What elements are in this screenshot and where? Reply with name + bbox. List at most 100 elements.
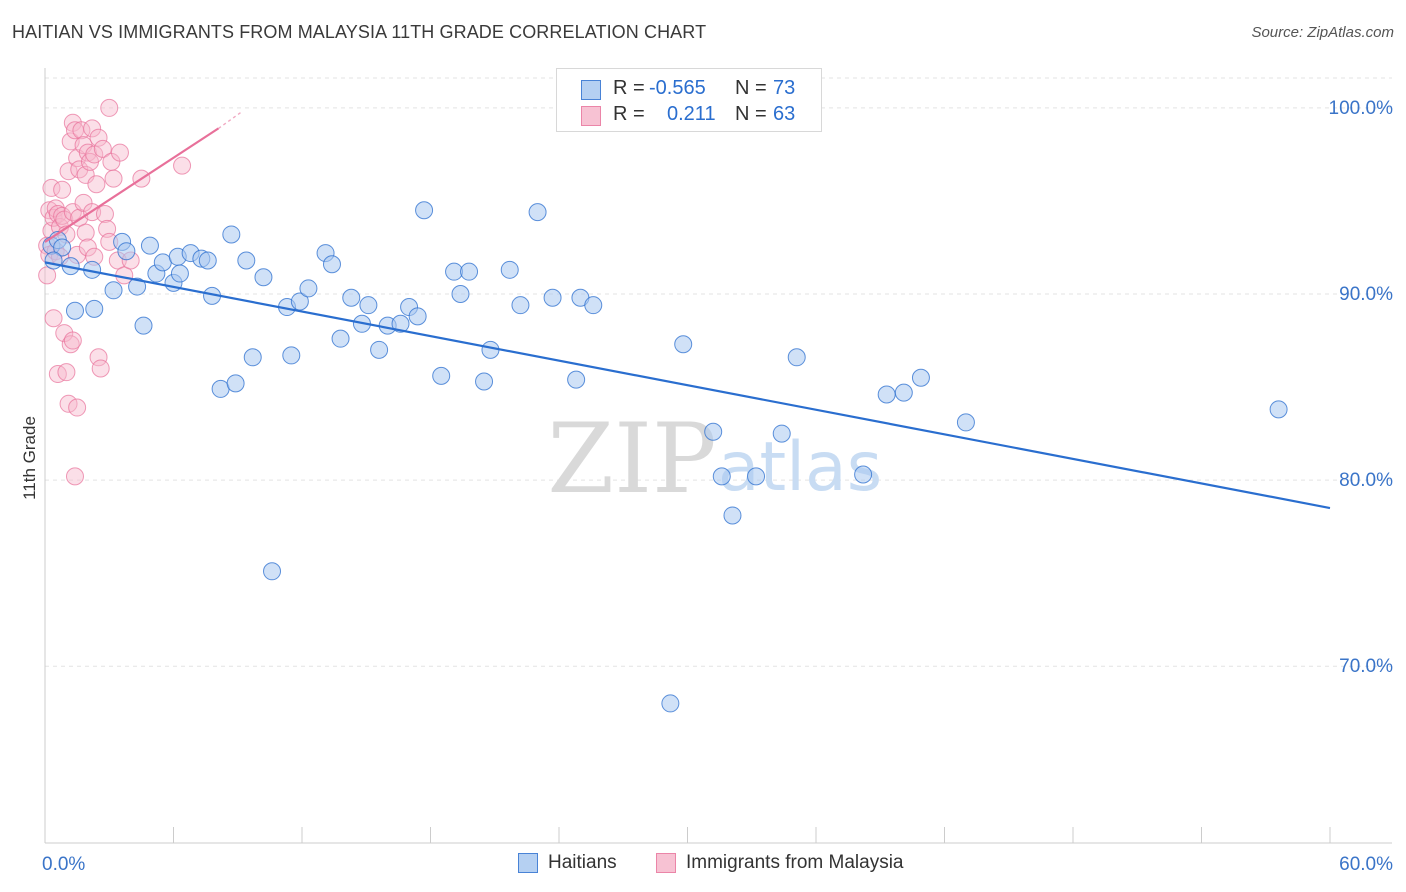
y-tick-label: 80.0% bbox=[1339, 470, 1393, 491]
haitian-point bbox=[712, 467, 731, 486]
haitian-point bbox=[44, 251, 63, 270]
haitian-point bbox=[237, 251, 256, 270]
y-tick-label: 90.0% bbox=[1339, 284, 1393, 305]
haitian-point bbox=[567, 370, 586, 389]
gridlines bbox=[45, 77, 1392, 667]
legend-r-value: -0.565 bbox=[649, 77, 706, 99]
haitian-point bbox=[65, 301, 84, 320]
legend-swatch-blue bbox=[581, 80, 601, 100]
haitian-point bbox=[528, 203, 547, 222]
haitian-point bbox=[370, 340, 389, 359]
legend-n-value: 63 bbox=[773, 103, 796, 125]
haitian-point bbox=[772, 424, 791, 443]
haitian-point bbox=[704, 422, 723, 441]
haitian-point bbox=[198, 251, 217, 270]
malaysia-point bbox=[76, 223, 95, 242]
haitian-point bbox=[475, 372, 494, 391]
malaysia-trend-extension bbox=[218, 111, 243, 129]
haitian-point bbox=[854, 465, 873, 484]
haitian-point bbox=[1269, 400, 1288, 419]
malaysia-point bbox=[78, 238, 97, 257]
y-tick-label: 100.0% bbox=[1329, 98, 1394, 119]
axes bbox=[44, 68, 1392, 844]
haitian-point bbox=[415, 201, 434, 220]
haitian-point bbox=[674, 335, 693, 354]
malaysia-point bbox=[85, 145, 104, 164]
haitians-label: Haitians bbox=[548, 852, 617, 873]
haitian-point bbox=[432, 366, 451, 385]
malaysia-trend-line bbox=[44, 127, 220, 243]
legend-n-value: 73 bbox=[773, 77, 796, 99]
malaysia-point bbox=[93, 139, 112, 158]
haitian-point bbox=[322, 255, 341, 274]
malaysia-point bbox=[83, 119, 102, 138]
malaysia-point bbox=[104, 169, 123, 188]
haitian-point bbox=[104, 281, 123, 300]
haitian-point bbox=[299, 279, 318, 298]
haitian-point bbox=[282, 346, 301, 365]
haitian-point bbox=[500, 260, 519, 279]
x-tick-label-min: 0.0% bbox=[42, 854, 85, 875]
haitians-swatch bbox=[518, 853, 538, 873]
trend-lines bbox=[44, 111, 1331, 510]
haitian-point bbox=[342, 288, 361, 307]
haitian-point bbox=[584, 296, 603, 315]
haitian-point bbox=[460, 262, 479, 281]
haitian-point bbox=[226, 374, 245, 393]
haitian-point bbox=[134, 316, 153, 335]
haitian-point bbox=[153, 253, 172, 272]
watermark-atlas: atlas bbox=[718, 428, 882, 507]
malaysia-point bbox=[68, 398, 87, 417]
legend-r-label: R = bbox=[613, 103, 645, 125]
haitian-point bbox=[911, 368, 930, 387]
haitian-point bbox=[243, 348, 262, 367]
malaysia-point bbox=[59, 394, 78, 413]
x-tick-label-max: 60.0% bbox=[1339, 854, 1393, 875]
malaysia-point bbox=[98, 219, 117, 238]
tick-labels: 70.0% 80.0% 90.0% 100.0% 0.0% 60.0% bbox=[42, 98, 1393, 875]
haitian-point bbox=[117, 242, 136, 261]
haitian-trend-line bbox=[44, 261, 1331, 510]
y-axis-label: 11th Grade bbox=[20, 416, 39, 500]
legend-n-label: N = bbox=[735, 77, 767, 99]
haitian-point bbox=[331, 329, 350, 348]
legend-r-label: R = bbox=[613, 77, 645, 99]
malaysia-point bbox=[57, 363, 76, 382]
malaysia-point bbox=[53, 180, 72, 199]
haitian-point bbox=[894, 383, 913, 402]
haitian-point bbox=[391, 314, 410, 333]
haitian-point bbox=[85, 299, 104, 318]
malaysia-point bbox=[95, 204, 114, 223]
haitian-point bbox=[254, 268, 273, 287]
malaysia-points bbox=[38, 98, 192, 486]
legend-r-value: 0.211 bbox=[667, 103, 716, 125]
haitian-point bbox=[290, 292, 309, 311]
watermark-zip: ZIP bbox=[547, 403, 716, 515]
haitian-point bbox=[128, 277, 147, 296]
haitian-point bbox=[170, 264, 189, 283]
haitian-point bbox=[877, 385, 896, 404]
haitian-point bbox=[511, 296, 530, 315]
legend-n-label: N = bbox=[735, 103, 767, 125]
haitian-point bbox=[543, 288, 562, 307]
malaysia-point bbox=[173, 156, 192, 175]
haitian-points bbox=[42, 201, 1288, 713]
haitian-point bbox=[359, 296, 378, 315]
haitian-point bbox=[723, 506, 742, 525]
malaysia-point bbox=[87, 175, 106, 194]
malaysia-point bbox=[91, 359, 110, 378]
haitian-point bbox=[222, 225, 241, 244]
haitian-point bbox=[956, 413, 975, 432]
malaysia-swatch bbox=[656, 853, 676, 873]
haitian-point bbox=[140, 236, 159, 255]
legend-swatch-pink bbox=[581, 106, 601, 126]
source-label: Source: ZipAtlas.com bbox=[1251, 24, 1394, 41]
chart-title: HAITIAN VS IMMIGRANTS FROM MALAYSIA 11TH… bbox=[12, 22, 707, 42]
haitian-point bbox=[451, 285, 470, 304]
malaysia-point bbox=[110, 143, 129, 162]
malaysia-point bbox=[89, 128, 108, 147]
malaysia-label: Immigrants from Malaysia bbox=[686, 852, 904, 873]
malaysia-point bbox=[63, 331, 82, 350]
malaysia-point bbox=[38, 266, 57, 285]
